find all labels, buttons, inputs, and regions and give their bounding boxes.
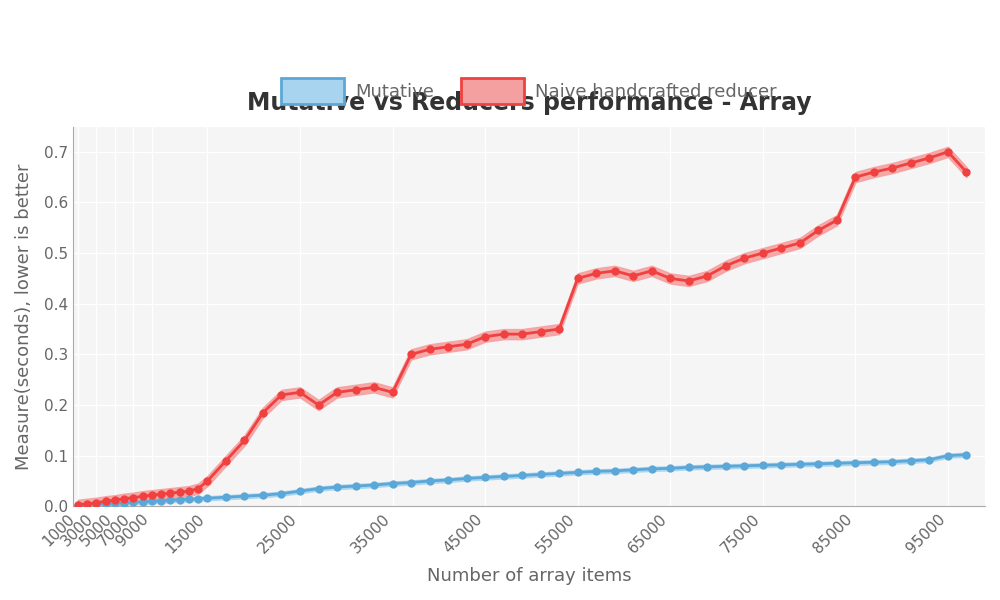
- Legend: Mutative, Naive handcrafted reducer: Mutative, Naive handcrafted reducer: [274, 71, 784, 111]
- Title: Mutative vs Reducers performance - Array: Mutative vs Reducers performance - Array: [247, 91, 811, 115]
- X-axis label: Number of array items: Number of array items: [427, 567, 631, 585]
- Y-axis label: Measure(seconds), lower is better: Measure(seconds), lower is better: [15, 163, 33, 470]
